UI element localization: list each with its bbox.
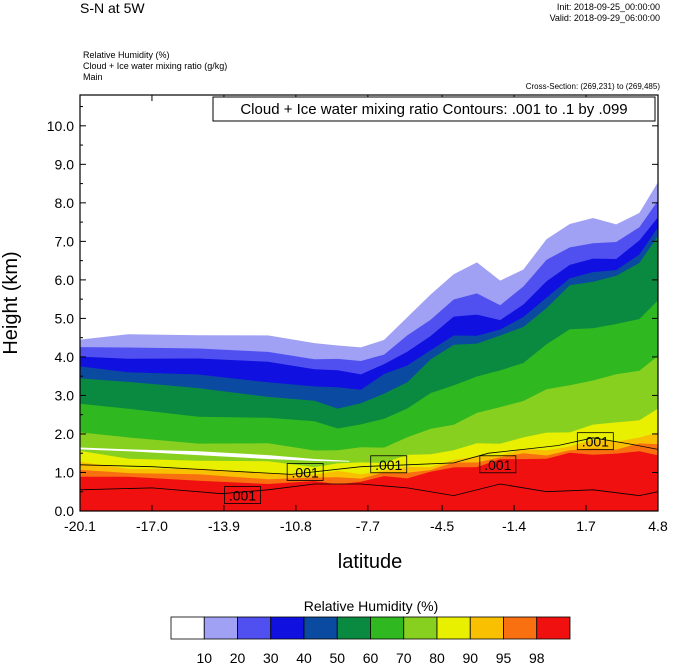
cloud-contour-1 (80, 437, 658, 475)
contour-label-box (286, 463, 324, 481)
x-tick-label: -13.9 (208, 518, 240, 534)
contour-label: .001 (375, 457, 402, 473)
contour-label: .001 (292, 464, 319, 480)
y-tick-label: 8.0 (55, 195, 75, 211)
y-tick-label: 5.0 (55, 310, 75, 326)
y-tick-label: 0.0 (55, 503, 75, 519)
colorbar-swatch (237, 616, 272, 640)
x-tick-label: 1.7 (576, 518, 596, 534)
plot-title: S-N at 5W (80, 0, 145, 16)
plot-frame (79, 94, 659, 512)
cross-section-label: Cross-Section: (269,231) to (269,485) (525, 82, 660, 91)
x-tick-label: -20.1 (64, 518, 96, 534)
colorbar: 10 20 30 40 50 60 70 80 90 95 98 (170, 616, 571, 666)
var-label-main: Main (83, 72, 103, 82)
y-tick-label: 4.0 (55, 349, 75, 365)
cloud-contour-2 (80, 483, 658, 497)
colorbar-swatch (469, 616, 504, 640)
x-axis-label: latitude (338, 551, 403, 573)
colorbar-swatch (336, 616, 371, 640)
x-tick-label: -4.5 (430, 518, 454, 534)
contour-label-box (479, 455, 517, 474)
colorbar-swatch (370, 616, 405, 640)
colorbar-label: 80 (429, 650, 445, 666)
axis-ticks: -20.1 -17.0 -13.9 -10.8 -7.7 -4.5 -1.4 1.7 4.8 0.… (47, 95, 668, 534)
colorbar-label: 10 (196, 650, 212, 666)
colorbar-title: Relative Humidity (%) (304, 598, 439, 614)
y-tick-label: 9.0 (55, 156, 75, 172)
rh-fill (80, 95, 658, 511)
x-tick-label: -7.7 (356, 518, 380, 534)
colorbar-swatch (503, 616, 538, 640)
init-time: Init: 2018-09-25_00:00:00 (556, 2, 660, 12)
contour-label: .001 (484, 457, 511, 473)
x-tick-label: -10.8 (280, 518, 312, 534)
colorbar-swatch (403, 616, 438, 640)
colorbar-swatch (436, 616, 471, 640)
colorbar-label: 90 (462, 650, 478, 666)
y-tick-label: 7.0 (55, 233, 75, 249)
x-tick-label: 4.8 (648, 518, 668, 534)
contour-label-box (370, 455, 408, 474)
colorbar-label: 40 (296, 650, 312, 666)
valid-time: Valid: 2018-09-29_06:00:00 (549, 13, 660, 23)
contour-label: .001 (229, 488, 256, 504)
y-tick-label: 3.0 (55, 387, 75, 403)
colorbar-swatch (270, 616, 305, 640)
colorbar-swatch (303, 616, 338, 640)
cloud-contours (80, 437, 658, 497)
colorbar-label: 30 (263, 650, 279, 666)
contour-label: .001 (582, 434, 609, 450)
contour-title: Cloud + Ice water mixing ratio Contours:… (240, 101, 627, 118)
colorbar-label: 50 (329, 650, 345, 666)
contour-label-box (576, 432, 614, 451)
contour-title-box (212, 96, 656, 122)
var-label-cloud: Cloud + Ice water mixing ratio (g/kg) (83, 61, 228, 71)
colorbar-swatch (170, 616, 205, 640)
colorbar-swatch (203, 616, 238, 640)
colorbar-label: 60 (363, 650, 379, 666)
y-axis-label: Height (km) (0, 251, 22, 354)
colorbar-label: 20 (230, 650, 246, 666)
x-tick-label: -1.4 (502, 518, 526, 534)
y-tick-label: 2.0 (55, 426, 75, 442)
y-tick-label: 1.0 (55, 464, 75, 480)
y-tick-label: 10.0 (47, 118, 74, 134)
colorbar-swatch (536, 616, 571, 640)
x-tick-label: -17.0 (136, 518, 168, 534)
colorbar-label: 95 (496, 650, 512, 666)
var-label-rh: Relative Humidity (%) (83, 50, 170, 60)
colorbar-label: 70 (396, 650, 412, 666)
colorbar-label: 98 (529, 650, 545, 666)
contour-label-box (224, 486, 261, 504)
y-tick-label: 6.0 (55, 272, 75, 288)
contour-labels: .001 .001 .001 .001 .001 (224, 432, 614, 504)
rh-dry-gap (80, 447, 350, 462)
